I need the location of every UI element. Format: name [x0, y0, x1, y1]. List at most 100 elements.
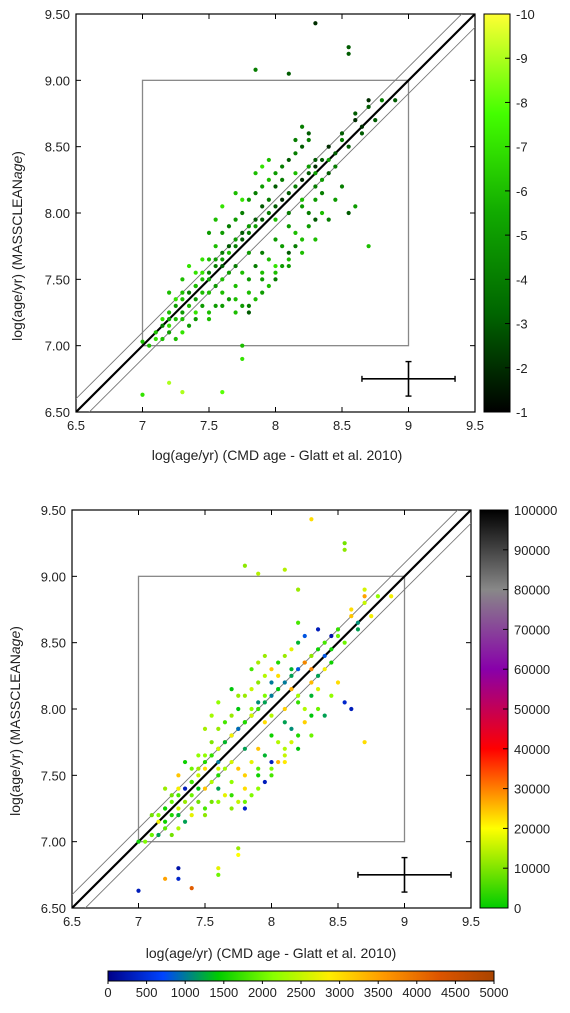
data-point	[302, 633, 307, 639]
data-point	[200, 303, 205, 308]
data-point	[256, 773, 261, 778]
colorbar-tick-label: 1000	[171, 985, 200, 1000]
data-point	[256, 786, 261, 791]
colorbar-tick-label: -2	[516, 361, 528, 376]
data-point	[242, 746, 247, 751]
data-point	[220, 263, 225, 269]
colorbar-tick-label: 50000	[514, 702, 550, 717]
data-point	[262, 720, 267, 725]
data-point	[220, 277, 225, 282]
data-point	[236, 846, 241, 851]
data-point	[206, 310, 212, 315]
data-point	[186, 303, 192, 308]
colorbar-tick-label: 3000	[325, 985, 354, 1000]
data-point	[282, 746, 287, 751]
data-point	[167, 310, 172, 315]
colorbar-tick-label: 2000	[248, 985, 277, 1000]
data-point	[293, 137, 298, 143]
data-point	[273, 277, 278, 282]
data-point	[209, 779, 214, 785]
colorbar-tick-label: -9	[516, 51, 528, 66]
data-point	[326, 171, 331, 176]
data-point	[300, 197, 305, 202]
upper-offset-line	[76, 14, 463, 400]
x-tick-label: 7	[139, 418, 146, 433]
data-point	[289, 667, 294, 672]
data-point	[180, 310, 185, 315]
data-point	[276, 687, 281, 692]
data-point	[286, 250, 291, 255]
data-point	[293, 171, 298, 176]
data-point	[289, 673, 294, 678]
selection-box	[137, 575, 406, 843]
data-point	[222, 740, 228, 745]
data-point	[309, 713, 314, 718]
colorbar-right: -10 -9 -8 -7 -6 -5 -4 -3 -2 -1	[483, 7, 535, 420]
data-point	[362, 587, 367, 592]
y-tick-label: 9.00	[45, 73, 70, 88]
data-point	[149, 832, 154, 838]
data-point	[240, 270, 245, 275]
data-point	[182, 786, 188, 791]
colorbar-tick-label: 30000	[514, 782, 550, 797]
x-tick-labels: 6.5 7 7.5 8 8.5 9 9.5	[63, 914, 480, 929]
colorbar-right: 0 10000 20000 30000 40000 50000 60000 70000 8000…	[479, 503, 557, 916]
colorbar-tick-label: 40000	[514, 742, 550, 757]
data-point	[249, 759, 254, 765]
data-point	[322, 667, 327, 672]
data-point	[233, 217, 238, 222]
data-point	[253, 263, 258, 269]
data-point	[163, 819, 168, 824]
data-point	[313, 21, 318, 26]
data-point	[260, 277, 265, 282]
data-point	[202, 786, 208, 791]
data-point	[282, 706, 287, 712]
data-point	[300, 124, 305, 129]
data-point	[240, 356, 245, 362]
data-point	[273, 184, 278, 189]
data-point	[140, 339, 145, 344]
data-point	[313, 164, 318, 169]
data-point	[309, 653, 314, 659]
y-tick-label: 7.50	[45, 272, 70, 287]
data-point	[246, 290, 251, 295]
data-point	[302, 660, 307, 665]
data-point	[196, 786, 201, 791]
data-point	[276, 660, 281, 665]
data-point	[300, 177, 305, 182]
data-point	[306, 224, 311, 229]
data-point	[282, 759, 287, 765]
data-point	[366, 244, 371, 249]
data-point	[333, 197, 338, 202]
data-point	[216, 773, 221, 778]
data-point	[206, 317, 212, 322]
x-axis-label: log(age/yr) (CMD age - Glatt et al. 2010…	[152, 447, 403, 463]
data-point	[309, 733, 314, 738]
data-point	[260, 270, 265, 275]
data-point	[262, 693, 267, 698]
data-point	[220, 390, 225, 395]
data-point	[309, 517, 314, 522]
data-point	[339, 184, 345, 189]
data-point	[306, 131, 311, 136]
data-point	[180, 317, 185, 322]
data-point	[160, 336, 165, 342]
data-point	[193, 297, 198, 302]
x-tick-label: 8.5	[329, 914, 347, 929]
data-point	[153, 330, 158, 335]
data-point	[220, 230, 225, 235]
data-point	[296, 746, 301, 751]
data-point	[289, 726, 294, 731]
data-point	[322, 713, 327, 718]
data-point	[182, 799, 188, 804]
data-point	[182, 759, 188, 765]
lower-offset-line	[84, 522, 471, 908]
colorbar-gradient	[107, 970, 495, 982]
data-point	[189, 886, 194, 891]
data-point	[163, 826, 168, 831]
colorbar-tick-label: 500	[136, 985, 158, 1000]
data-point	[355, 627, 361, 632]
data-point	[220, 290, 225, 295]
data-point	[359, 124, 365, 129]
data-point	[346, 45, 351, 50]
